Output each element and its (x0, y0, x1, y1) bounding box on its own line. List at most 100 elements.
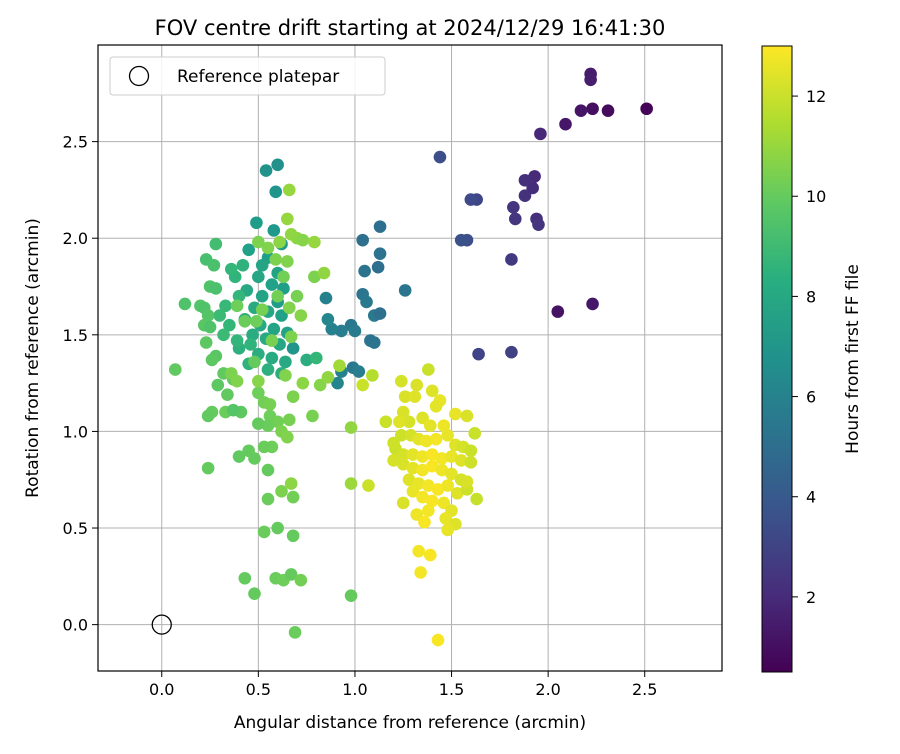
data-point (271, 158, 284, 172)
data-point (420, 434, 433, 448)
data-point (425, 384, 439, 398)
data-point (393, 415, 406, 429)
data-point (236, 258, 250, 272)
data-point (468, 427, 482, 440)
data-point (360, 295, 373, 309)
data-point (414, 566, 427, 579)
data-point (296, 233, 310, 247)
data-point (321, 371, 335, 384)
data-point (271, 415, 284, 429)
data-point (199, 336, 213, 349)
data-point (271, 521, 284, 535)
data-point (344, 477, 358, 490)
colorbar-tick-label: 12 (806, 87, 826, 106)
data-point (429, 400, 443, 413)
data-point (201, 309, 215, 322)
data-point (416, 490, 429, 504)
data-point (261, 363, 275, 376)
chart-title: FOV centre drift starting at 2024/12/29 … (155, 16, 666, 40)
data-point (271, 289, 284, 303)
data-point (282, 301, 296, 315)
data-point (410, 508, 424, 521)
data-point (252, 270, 265, 284)
data-point (275, 309, 288, 322)
x-tick-label: 0.0 (149, 680, 174, 699)
data-point (396, 457, 410, 471)
data-point (601, 104, 615, 117)
data-point (584, 73, 597, 87)
data-point (296, 376, 310, 390)
data-point (416, 463, 429, 477)
data-point (209, 237, 223, 251)
data-point (398, 390, 412, 403)
data-point (331, 376, 344, 390)
y-tick-label: 2.5 (63, 133, 88, 152)
data-point (255, 303, 269, 316)
colorbar-tick-label: 8 (806, 287, 816, 306)
data-point (528, 170, 541, 183)
data-point (335, 324, 348, 338)
data-point (267, 322, 281, 336)
data-point (209, 282, 223, 295)
data-point (279, 355, 292, 369)
x-axis-ticks: 0.0 0.5 1.0 1.5 2.0 2.5 (149, 671, 657, 699)
data-point (246, 328, 259, 342)
colorbar-ticks: 2 4 6 8 10 12 (792, 87, 826, 607)
data-point (454, 233, 468, 247)
data-point (352, 365, 366, 378)
data-point (290, 289, 304, 303)
data-point (317, 266, 331, 280)
data-point (423, 548, 437, 562)
data-point (238, 571, 252, 585)
data-point (232, 450, 246, 463)
data-point (219, 299, 232, 313)
data-point (441, 479, 454, 492)
data-point (395, 428, 408, 442)
data-point (325, 322, 339, 336)
data-point (406, 461, 420, 475)
data-point (362, 479, 375, 492)
data-point (586, 102, 599, 116)
data-point (435, 463, 449, 477)
data-point (201, 409, 215, 423)
x-tick-label: 1.5 (439, 680, 464, 699)
data-point (201, 461, 215, 475)
data-point (300, 353, 313, 367)
data-point (402, 415, 416, 429)
data-point (367, 336, 381, 349)
data-point (275, 485, 288, 498)
data-point (425, 448, 439, 461)
data-point (265, 278, 279, 291)
reference-platepar-marker (151, 614, 172, 635)
data-point (518, 189, 532, 203)
data-point (348, 324, 362, 338)
data-point (431, 633, 445, 647)
data-point (225, 262, 238, 276)
data-point (282, 413, 296, 427)
data-point (366, 369, 379, 382)
colorbar: 2 4 6 8 10 12 Hours from first FF file (761, 45, 863, 673)
data-point (387, 454, 400, 467)
data-point (358, 264, 371, 278)
data-point (464, 193, 478, 206)
data-point (213, 309, 227, 322)
data-point (321, 313, 335, 326)
data-point (423, 419, 437, 432)
data-point (178, 297, 192, 311)
data-point (277, 270, 290, 284)
x-tick-label: 0.5 (246, 680, 271, 699)
x-tick-label: 1.0 (342, 680, 367, 699)
data-point (422, 363, 435, 376)
data-point (373, 220, 387, 233)
data-point (310, 351, 323, 365)
data-point (261, 463, 275, 477)
data-point (431, 483, 445, 496)
data-point (356, 233, 369, 247)
x-axis-label: Angular distance from reference (arcmin) (234, 713, 586, 733)
data-point (279, 369, 292, 382)
data-point (250, 216, 263, 230)
data-point (406, 485, 420, 498)
data-point (425, 459, 439, 473)
data-point (223, 318, 236, 332)
data-point (282, 183, 296, 197)
